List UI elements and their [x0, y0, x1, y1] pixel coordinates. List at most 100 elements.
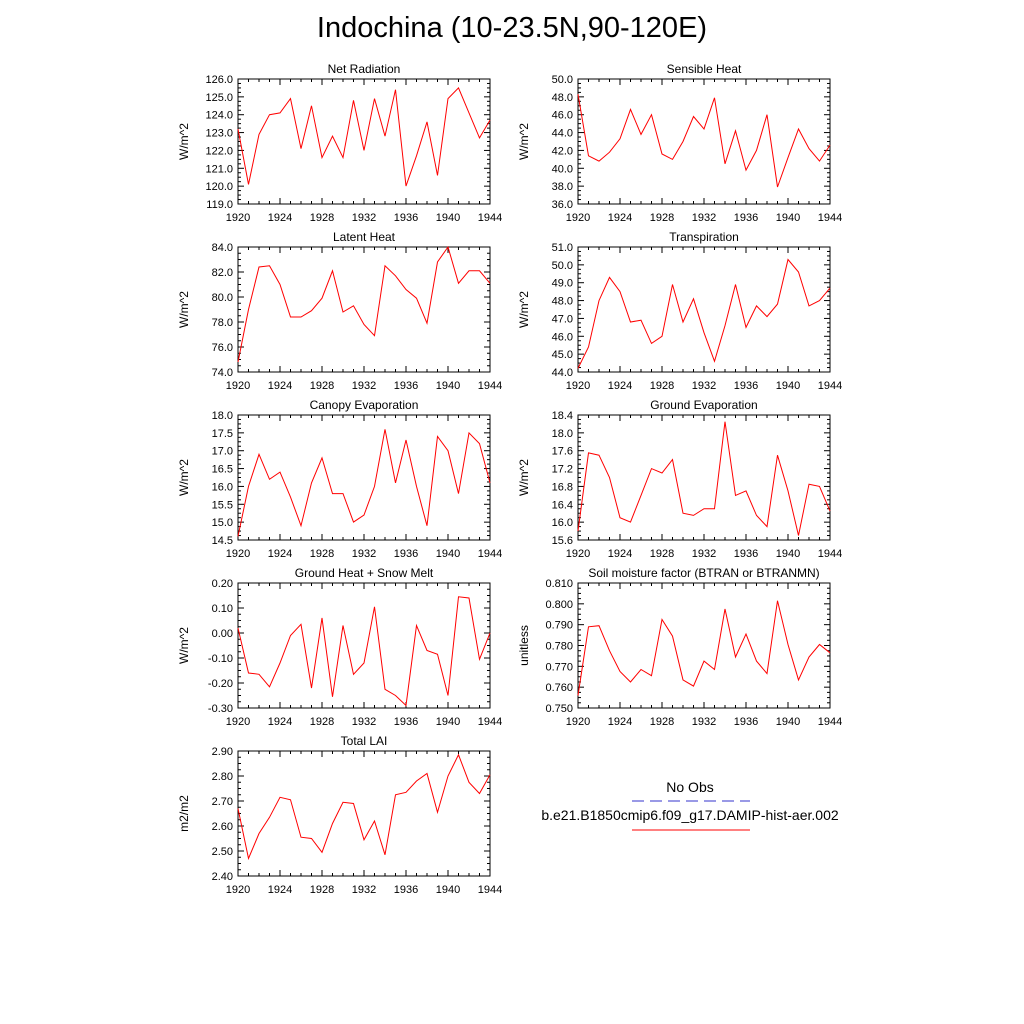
x-tick-label: 1940 [776, 380, 800, 392]
x-tick-label: 1936 [734, 548, 758, 560]
x-tick-label: 1920 [226, 716, 250, 728]
figure-title: Indochina (10-23.5N,90-120E) [316, 12, 708, 44]
plot-frame [577, 414, 831, 541]
y-tick-label: 78.0 [212, 317, 233, 329]
panel-6: Ground Heat + Snow Melt W/m^2 1920 1924 1928… [177, 566, 502, 728]
x-tick-label: 1928 [310, 380, 334, 392]
x-tick-label: 1940 [436, 716, 460, 728]
y-tick-label: 0.790 [545, 620, 573, 632]
x-tick-label: 1932 [692, 380, 716, 392]
y-tick-label: 84.0 [212, 242, 233, 254]
x-tick-label: 1932 [352, 716, 376, 728]
y-tick-label: 119.0 [206, 199, 233, 211]
panel-title: Total LAI [341, 734, 388, 748]
plot-frame [577, 582, 831, 709]
legend-label-model-run: b.e21.B1850cmip6.f09_g17.DAMIP-hist-aer.… [541, 807, 839, 823]
y-axis-label: unitless [517, 625, 531, 666]
y-tick-label: -0.20 [208, 678, 233, 690]
x-tick-label: 1932 [352, 380, 376, 392]
y-tick-label: 123.0 [205, 128, 233, 140]
y-axis-label: W/m^2 [517, 459, 531, 496]
y-tick-label: 126.0 [205, 74, 233, 86]
y-tick-label: 44.0 [552, 367, 573, 379]
plot-frame [577, 78, 831, 205]
x-tick-label: 1932 [352, 548, 376, 560]
series-line [237, 753, 491, 861]
x-tick-label: 1924 [608, 548, 632, 560]
panel-1: Sensible Heat W/m^2 1920 1924 1928 1932 1936 19… [517, 62, 842, 224]
x-tick-label: 1944 [478, 884, 502, 896]
x-tick-label: 1940 [436, 884, 460, 896]
x-tick-label: 1924 [268, 548, 292, 560]
y-tick-label: 17.5 [212, 428, 233, 440]
x-tick-label: 1932 [692, 716, 716, 728]
x-tick-label: 1920 [566, 212, 590, 224]
x-tick-label: 1944 [478, 212, 502, 224]
x-tick-label: 1924 [268, 884, 292, 896]
x-tick-label: 1920 [226, 884, 250, 896]
y-tick-label: 18.0 [212, 410, 233, 422]
y-tick-label: 2.70 [212, 796, 233, 808]
panel-title: Ground Heat + Snow Melt [295, 566, 434, 580]
x-tick-label: 1920 [566, 716, 590, 728]
panel-title: Transpiration [669, 230, 739, 244]
x-tick-label: 1928 [650, 548, 674, 560]
y-tick-label: 38.0 [552, 181, 573, 193]
x-tick-label: 1924 [608, 212, 632, 224]
y-axis-label: W/m^2 [177, 459, 191, 496]
x-tick-label: 1920 [226, 548, 250, 560]
x-tick-label: 1928 [650, 212, 674, 224]
x-tick-label: 1932 [352, 884, 376, 896]
y-tick-label: 0.750 [545, 703, 573, 715]
y-tick-label: 48.0 [552, 296, 573, 308]
x-tick-label: 1924 [608, 716, 632, 728]
x-tick-label: 1944 [478, 548, 502, 560]
panel-title: Ground Evaporation [650, 398, 757, 412]
y-tick-label: 124.0 [205, 110, 233, 122]
x-tick-label: 1936 [394, 716, 418, 728]
y-tick-label: 0.10 [212, 603, 233, 615]
y-tick-label: 121.0 [205, 163, 233, 175]
y-tick-label: 122.0 [205, 145, 233, 157]
x-tick-label: 1928 [650, 716, 674, 728]
y-tick-label: -0.10 [208, 653, 233, 665]
x-tick-label: 1936 [734, 716, 758, 728]
x-tick-label: 1936 [734, 380, 758, 392]
x-tick-label: 1928 [310, 212, 334, 224]
series-line [577, 421, 831, 536]
panel-5: Ground Evaporation W/m^2 1920 1924 1928 1932 1… [517, 398, 842, 560]
y-tick-label: 17.6 [552, 446, 573, 458]
y-tick-label: 42.0 [552, 145, 573, 157]
x-tick-label: 1920 [566, 548, 590, 560]
x-tick-label: 1924 [268, 212, 292, 224]
y-axis-label: W/m^2 [517, 123, 531, 160]
plot-frame [577, 246, 831, 373]
y-axis-label: W/m^2 [517, 291, 531, 328]
x-tick-label: 1924 [608, 380, 632, 392]
y-tick-label: 2.50 [212, 846, 233, 858]
y-tick-label: 16.4 [552, 499, 573, 511]
y-tick-label: 50.0 [552, 74, 573, 86]
plot-frame [237, 78, 491, 205]
y-tick-label: 16.8 [552, 481, 573, 493]
y-tick-label: 16.0 [212, 481, 233, 493]
y-tick-label: 15.5 [212, 499, 233, 511]
x-tick-label: 1940 [436, 212, 460, 224]
x-tick-label: 1928 [310, 884, 334, 896]
x-tick-label: 1940 [436, 548, 460, 560]
y-tick-label: 40.0 [552, 163, 573, 175]
y-tick-label: 120.0 [205, 181, 233, 193]
x-tick-label: 1928 [310, 548, 334, 560]
y-tick-label: 14.5 [212, 535, 233, 547]
y-tick-label: 0.770 [545, 661, 573, 673]
x-tick-label: 1936 [394, 212, 418, 224]
y-tick-label: 0.20 [212, 578, 233, 590]
series-line [237, 429, 491, 537]
y-tick-label: 18.4 [552, 410, 573, 422]
series-line [237, 245, 491, 363]
panel-title: Net Radiation [328, 62, 401, 76]
y-tick-label: 49.0 [552, 278, 573, 290]
y-tick-label: 0.800 [545, 599, 573, 611]
y-tick-label: 46.0 [552, 110, 573, 122]
